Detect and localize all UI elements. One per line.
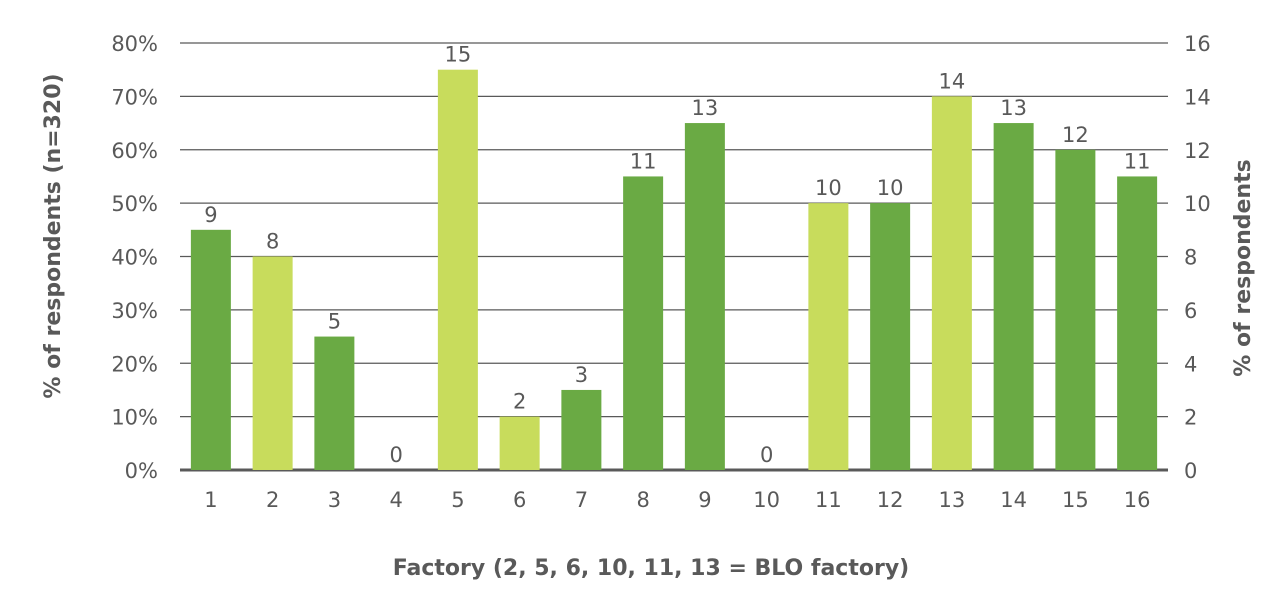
left-tick-label: 10% bbox=[111, 406, 158, 430]
left-tick-label: 0% bbox=[125, 459, 158, 483]
x-axis-title: Factory (2, 5, 6, 10, 11, 13 = BLO facto… bbox=[393, 556, 909, 581]
data-label: 2 bbox=[513, 390, 526, 414]
right-tick-label: 2 bbox=[1184, 406, 1197, 430]
right-tick-label: 6 bbox=[1184, 299, 1197, 323]
data-label: 10 bbox=[815, 176, 842, 200]
data-label: 0 bbox=[760, 443, 773, 467]
left-tick-label: 40% bbox=[111, 246, 158, 270]
x-tick-label: 16 bbox=[1124, 488, 1151, 512]
x-tick-label: 3 bbox=[328, 488, 341, 512]
data-label: 12 bbox=[1062, 123, 1089, 147]
bar-factory-14 bbox=[993, 123, 1034, 470]
right-tick-label: 0 bbox=[1184, 459, 1197, 483]
left-tick-label: 30% bbox=[111, 299, 158, 323]
data-label: 9 bbox=[204, 203, 217, 227]
x-tick-label: 8 bbox=[636, 488, 649, 512]
data-label: 13 bbox=[692, 96, 719, 120]
right-tick-label: 10 bbox=[1184, 192, 1211, 216]
x-tick-label: 5 bbox=[451, 488, 464, 512]
left-axis-ticks: 0% 10% 20% 30% 40% 50% 60% 70% 80% bbox=[111, 32, 158, 483]
right-tick-label: 4 bbox=[1184, 352, 1197, 376]
bar-factory-12 bbox=[870, 203, 911, 470]
data-label: 13 bbox=[1000, 96, 1027, 120]
x-tick-label: 1 bbox=[204, 488, 217, 512]
right-axis-ticks: 0 2 4 6 8 10 12 14 16 bbox=[1184, 32, 1211, 483]
data-label: 15 bbox=[445, 43, 472, 67]
x-axis-ticks: 1 2 3 4 5 6 7 8 9 10 11 12 13 14 15 16 bbox=[204, 488, 1150, 512]
x-tick-label: 12 bbox=[877, 488, 904, 512]
x-tick-label: 11 bbox=[815, 488, 842, 512]
bar-factory-7 bbox=[561, 389, 602, 470]
x-tick-label: 9 bbox=[698, 488, 711, 512]
x-tick-label: 7 bbox=[575, 488, 588, 512]
data-label: 11 bbox=[630, 149, 657, 173]
bar-factory-15 bbox=[1055, 149, 1096, 470]
bar-factory-11 bbox=[808, 203, 849, 470]
x-tick-label: 6 bbox=[513, 488, 526, 512]
x-tick-label: 14 bbox=[1000, 488, 1027, 512]
data-label: 14 bbox=[939, 69, 966, 93]
left-tick-label: 80% bbox=[111, 32, 158, 56]
x-tick-label: 10 bbox=[753, 488, 780, 512]
x-tick-label: 13 bbox=[939, 488, 966, 512]
right-tick-label: 12 bbox=[1184, 139, 1211, 163]
left-tick-label: 60% bbox=[111, 139, 158, 163]
right-tick-label: 8 bbox=[1184, 246, 1197, 270]
bar-factory-2 bbox=[252, 256, 293, 470]
bar-factory-6 bbox=[499, 416, 540, 470]
data-label: 8 bbox=[266, 230, 279, 254]
x-tick-label: 4 bbox=[389, 488, 402, 512]
x-tick-label: 2 bbox=[266, 488, 279, 512]
data-label: 11 bbox=[1124, 149, 1151, 173]
bars: 9 8 5 0 15 2 3 11 13 0 10 10 14 13 12 11 bbox=[190, 43, 1158, 470]
left-tick-label: 20% bbox=[111, 352, 158, 376]
bar-factory-13 bbox=[931, 96, 972, 470]
data-label: 10 bbox=[877, 176, 904, 200]
bar-factory-5 bbox=[437, 69, 478, 470]
bar-factory-16 bbox=[1117, 176, 1158, 470]
right-axis-title: % of respondents bbox=[1231, 159, 1256, 376]
x-tick-label: 15 bbox=[1062, 488, 1089, 512]
right-tick-label: 16 bbox=[1184, 32, 1211, 56]
bar-factory-1 bbox=[190, 229, 231, 470]
right-tick-label: 14 bbox=[1184, 85, 1211, 109]
data-label: 3 bbox=[575, 363, 588, 387]
left-tick-label: 70% bbox=[111, 85, 158, 109]
data-label: 5 bbox=[328, 310, 341, 334]
bar-factory-3 bbox=[314, 336, 355, 470]
left-axis-title: % of respondents (n=320) bbox=[41, 73, 66, 398]
data-label: 0 bbox=[389, 443, 402, 467]
bar-factory-8 bbox=[623, 176, 664, 470]
left-tick-label: 50% bbox=[111, 192, 158, 216]
bar-factory-9 bbox=[684, 123, 725, 470]
